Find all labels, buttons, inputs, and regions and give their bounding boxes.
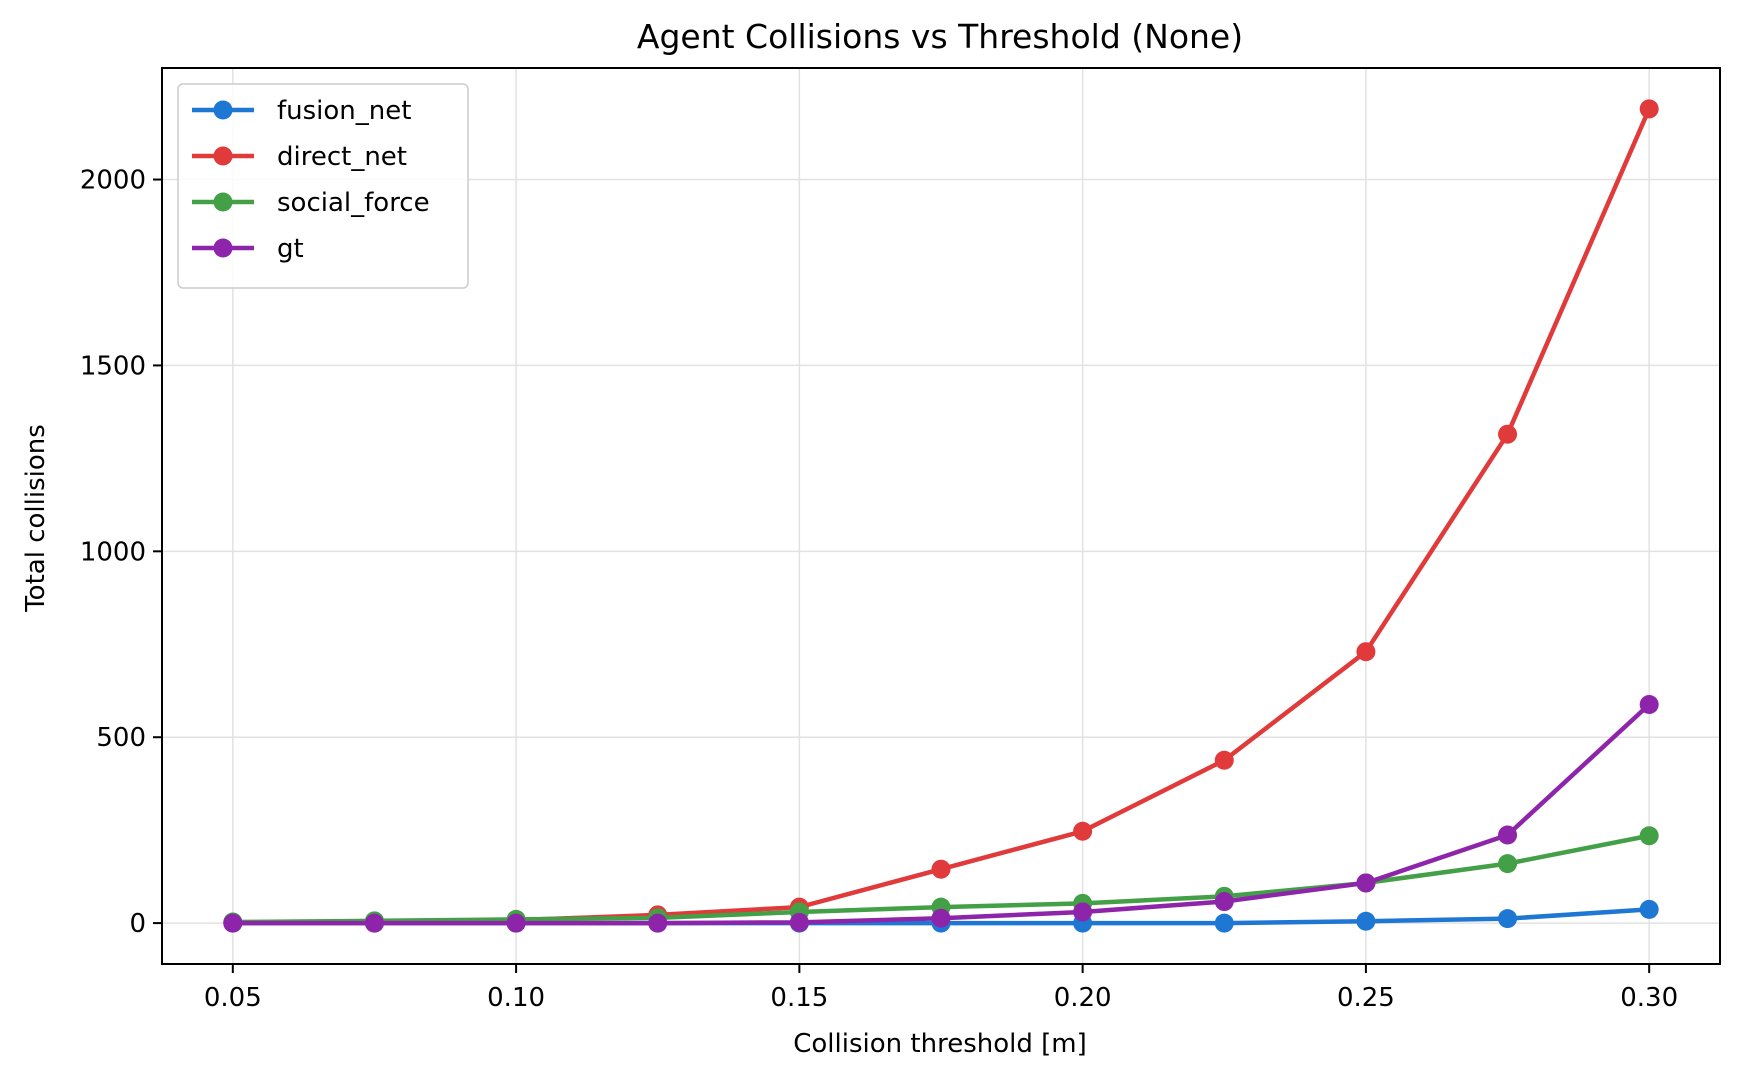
y-tick-label: 1000 bbox=[80, 537, 146, 567]
y-tick-label: 0 bbox=[129, 909, 146, 939]
data-point-gt bbox=[1498, 825, 1518, 845]
data-point-gt bbox=[931, 908, 951, 928]
x-tick-label: 0.10 bbox=[487, 983, 545, 1013]
x-tick-label: 0.05 bbox=[204, 983, 262, 1013]
data-point-gt bbox=[789, 912, 809, 932]
legend-item-fusion_net: fusion_net bbox=[192, 96, 411, 126]
y-tick-label: 500 bbox=[96, 723, 146, 753]
data-point-direct_net bbox=[1073, 821, 1093, 841]
x-tick-label: 0.15 bbox=[770, 983, 828, 1013]
series-gt bbox=[223, 694, 1659, 933]
legend-swatch-marker bbox=[213, 146, 233, 166]
data-point-social_force bbox=[1498, 854, 1518, 874]
y-tick-label: 1500 bbox=[80, 351, 146, 381]
y-tick-label: 2000 bbox=[80, 166, 146, 196]
data-point-fusion_net bbox=[1639, 899, 1659, 919]
y-axis-ticks: 0 500 1000 1500 2000 bbox=[80, 166, 162, 939]
data-point-gt bbox=[1073, 902, 1093, 922]
series-lines bbox=[223, 99, 1659, 933]
data-point-direct_net bbox=[1639, 99, 1659, 119]
legend-box bbox=[177, 83, 469, 289]
x-tick-label: 0.25 bbox=[1337, 983, 1395, 1013]
legend-item-social_force: social_force bbox=[192, 188, 430, 218]
x-axis-ticks: 0.05 0.10 0.15 0.20 0.25 0.30 bbox=[204, 964, 1678, 1013]
data-point-direct_net bbox=[1356, 642, 1376, 662]
data-point-gt bbox=[1356, 873, 1376, 893]
grid bbox=[162, 68, 1720, 964]
x-tick-label: 0.20 bbox=[1054, 983, 1112, 1013]
data-point-direct_net bbox=[1498, 424, 1518, 444]
data-point-gt bbox=[648, 913, 668, 933]
legend-item-direct_net: direct_net bbox=[192, 142, 407, 172]
legend-label: gt bbox=[277, 234, 304, 264]
legend-label: direct_net bbox=[277, 142, 407, 172]
legend-label: fusion_net bbox=[277, 96, 411, 126]
data-point-gt bbox=[364, 913, 384, 933]
data-point-social_force bbox=[1639, 826, 1659, 846]
x-tick-label: 0.30 bbox=[1620, 983, 1678, 1013]
data-point-gt bbox=[506, 913, 526, 933]
data-point-gt bbox=[223, 913, 243, 933]
legend-swatch-marker bbox=[213, 192, 233, 212]
plot-frame bbox=[161, 67, 1721, 965]
y-axis-label: Total collisions bbox=[21, 424, 51, 613]
data-point-fusion_net bbox=[1498, 909, 1518, 929]
legend-swatch-marker bbox=[213, 100, 233, 120]
legend-swatch-marker bbox=[213, 238, 233, 258]
data-point-fusion_net bbox=[1356, 911, 1376, 931]
legend-item-gt: gt bbox=[192, 234, 304, 264]
legend-label: social_force bbox=[277, 188, 430, 218]
x-axis-label: Collision threshold [m] bbox=[793, 1029, 1086, 1059]
data-point-gt bbox=[1214, 892, 1234, 912]
data-point-fusion_net bbox=[1214, 913, 1234, 933]
data-point-direct_net bbox=[1214, 750, 1234, 770]
data-point-gt bbox=[1639, 694, 1659, 714]
data-point-direct_net bbox=[931, 859, 951, 879]
chart-title: Agent Collisions vs Threshold (None) bbox=[637, 17, 1243, 56]
